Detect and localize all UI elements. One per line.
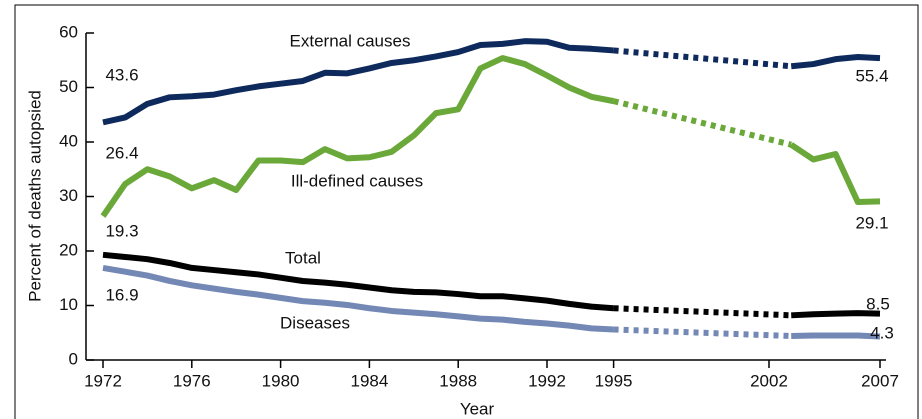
x-tick-label: 1995 — [595, 371, 633, 390]
x-tick-label: 1984 — [350, 371, 388, 390]
series-line — [791, 332, 881, 340]
data-label: 8.5 — [866, 294, 890, 313]
x-tick-label: 1988 — [439, 371, 477, 390]
data-label: 16.9 — [105, 285, 138, 304]
series-line — [789, 142, 881, 205]
data-label: 43.6 — [105, 65, 138, 84]
series-line — [100, 55, 615, 218]
y-tick-label: 60 — [59, 22, 78, 41]
series-line — [790, 53, 881, 70]
data-label: 55.4 — [855, 66, 888, 85]
x-tick-label: 2007 — [861, 371, 899, 390]
data-label: 29.1 — [855, 213, 888, 232]
x-tick-label: 1976 — [173, 371, 211, 390]
series-label: Ill-defined causes — [291, 171, 423, 190]
x-tick-label: 1980 — [262, 371, 300, 390]
series-gap-line — [613, 305, 792, 319]
y-tick-label: 0 — [69, 349, 78, 368]
series-line — [102, 264, 614, 333]
series-label: Diseases — [280, 313, 350, 332]
y-axis-label: Percent of deaths autopsied — [25, 90, 44, 302]
frame — [14, 4, 919, 419]
series-line — [791, 310, 881, 319]
y-tick-label: 10 — [59, 295, 78, 314]
y-tick-label: 30 — [59, 186, 78, 205]
x-axis-label: Year — [460, 399, 495, 418]
x-tick-label: 1972 — [84, 371, 122, 390]
data-label: 19.3 — [105, 221, 138, 240]
data-label: 4.3 — [870, 323, 894, 342]
x-tick-label: 2002 — [750, 371, 788, 390]
series-gap-line — [613, 47, 792, 70]
x-tick-label: 1992 — [528, 371, 566, 390]
series-label: External causes — [290, 31, 411, 50]
series-gap-line — [613, 326, 792, 340]
series-line — [102, 38, 614, 126]
data-label: 26.4 — [105, 143, 138, 162]
y-tick-label: 20 — [59, 240, 78, 259]
series-line — [102, 251, 614, 312]
y-tick-label: 50 — [59, 77, 78, 96]
series-label: Total — [285, 248, 321, 267]
y-tick-label: 40 — [59, 131, 78, 150]
series-gap-line — [612, 98, 792, 148]
